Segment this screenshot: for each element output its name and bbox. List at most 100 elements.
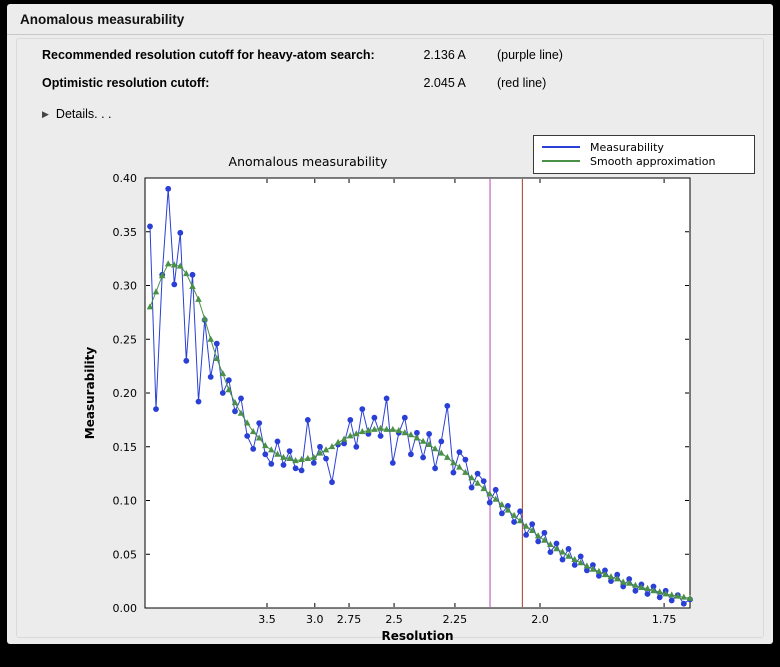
x-tick-label: 1.75 [652, 613, 677, 626]
data-point-triangle [207, 335, 214, 342]
data-point-circle [401, 414, 408, 421]
data-point-circle [280, 462, 287, 468]
recommended-cutoff-label: Recommended resolution cutoff for heavy-… [42, 48, 375, 62]
data-point-circle [535, 538, 542, 545]
data-point-triangle [255, 434, 263, 441]
data-point-circle [523, 532, 529, 538]
data-point-triangle [625, 579, 633, 586]
data-point-circle [353, 443, 360, 450]
details-disclosure[interactable]: ▶ Details. . . [42, 107, 112, 121]
data-point-circle [499, 510, 505, 517]
data-point-triangle [310, 453, 318, 460]
y-tick-label: 0.10 [113, 495, 138, 508]
x-tick-label: 3.5 [258, 613, 276, 626]
optimistic-cutoff-label: Optimistic resolution cutoff: [42, 76, 210, 90]
plot-frame [144, 177, 691, 609]
data-point-circle [250, 446, 257, 452]
data-point-triangle [177, 262, 184, 269]
data-point-triangle [322, 446, 330, 453]
data-point-circle [341, 440, 347, 447]
data-point-circle [323, 455, 329, 462]
data-point-circle [317, 443, 323, 450]
data-point-circle [668, 597, 675, 604]
data-point-triangle [237, 409, 245, 416]
data-point-circle [377, 433, 384, 439]
data-point-circle [474, 470, 481, 477]
data-point-circle [408, 451, 414, 458]
data-point-triangle [274, 450, 281, 457]
x-tick-label: 2.25 [443, 613, 468, 626]
disclosure-triangle-icon[interactable]: ▶ [42, 109, 49, 119]
data-point-triangle [462, 468, 469, 475]
data-point-circle [274, 438, 281, 445]
y-tick-label: 0.05 [113, 548, 138, 561]
data-point-triangle [328, 443, 336, 450]
data-point-circle [219, 390, 226, 396]
data-point-triangle [613, 575, 621, 582]
data-point-triangle [438, 449, 445, 456]
data-point-triangle [359, 428, 366, 435]
data-point-circle [389, 460, 396, 466]
data-point-triangle [347, 432, 354, 439]
data-point-circle [147, 223, 153, 230]
data-point-circle [626, 576, 633, 582]
data-point-triangle [674, 592, 682, 599]
data-point-circle [480, 478, 487, 484]
data-point-triangle [583, 562, 591, 569]
data-point-triangle [504, 506, 512, 513]
data-point-triangle [189, 282, 196, 289]
data-point-triangle [183, 270, 190, 277]
data-point-triangle [152, 288, 160, 295]
data-point-circle [602, 567, 608, 574]
data-point-circle [571, 562, 578, 568]
data-point-triangle [292, 457, 299, 464]
data-point-triangle [474, 479, 481, 486]
y-tick-label: 0.00 [113, 602, 138, 615]
chart-legend: Measurability Smooth approximation [533, 135, 755, 174]
data-point-circle [383, 395, 390, 402]
data-point-triangle [225, 386, 233, 393]
data-point-circle [456, 449, 463, 455]
data-point-circle [608, 578, 614, 584]
data-point-triangle [195, 295, 202, 302]
data-point-triangle [401, 429, 409, 436]
data-point-circle [438, 438, 445, 445]
data-point-triangle [516, 517, 524, 524]
data-point-circle [177, 229, 184, 236]
recommended-cutoff-value: 2.136 A [423, 48, 466, 62]
y-tick-label: 0.20 [113, 387, 138, 400]
data-point-circle [680, 600, 687, 607]
y-tick-label: 0.35 [113, 226, 138, 239]
data-point-triangle [213, 354, 221, 361]
data-point-circle [329, 479, 335, 486]
data-point-circle [553, 540, 560, 547]
data-point-circle [213, 340, 220, 347]
data-point-triangle [383, 425, 390, 432]
data-point-triangle [201, 315, 208, 322]
data-point-circle [414, 429, 420, 436]
y-tick-label: 0.15 [113, 441, 138, 454]
y-tick-label: 0.25 [113, 333, 138, 346]
chart-area: 3.5 3.0 2.75 2.5 2.25 2.0 1.75 0.00 0.05 0.10 0.15… [78, 126, 768, 643]
data-point-circle [244, 433, 251, 439]
data-point-triangle [486, 490, 493, 497]
page-title: Anomalous measurability [20, 12, 185, 27]
data-point-circle [262, 451, 269, 458]
data-point-circle [468, 484, 475, 491]
header-separator [7, 34, 773, 35]
data-point-circle [577, 553, 584, 560]
data-point-circle [153, 406, 159, 412]
data-point-circle [359, 406, 366, 412]
data-point-triangle [243, 419, 251, 426]
data-point-circle [644, 591, 651, 597]
data-point-triangle [334, 438, 342, 445]
data-point-triangle [413, 434, 421, 441]
data-point-triangle [431, 445, 439, 452]
data-point-triangle [638, 583, 645, 590]
data-point-triangle [565, 552, 572, 559]
data-point-circle [492, 486, 499, 493]
data-point-triangle [559, 548, 566, 555]
data-point-circle [268, 461, 275, 467]
optimistic-cutoff-row: Optimistic resolution cutoff: 2.045 A (r… [42, 76, 546, 90]
data-point-triangle [365, 426, 372, 433]
